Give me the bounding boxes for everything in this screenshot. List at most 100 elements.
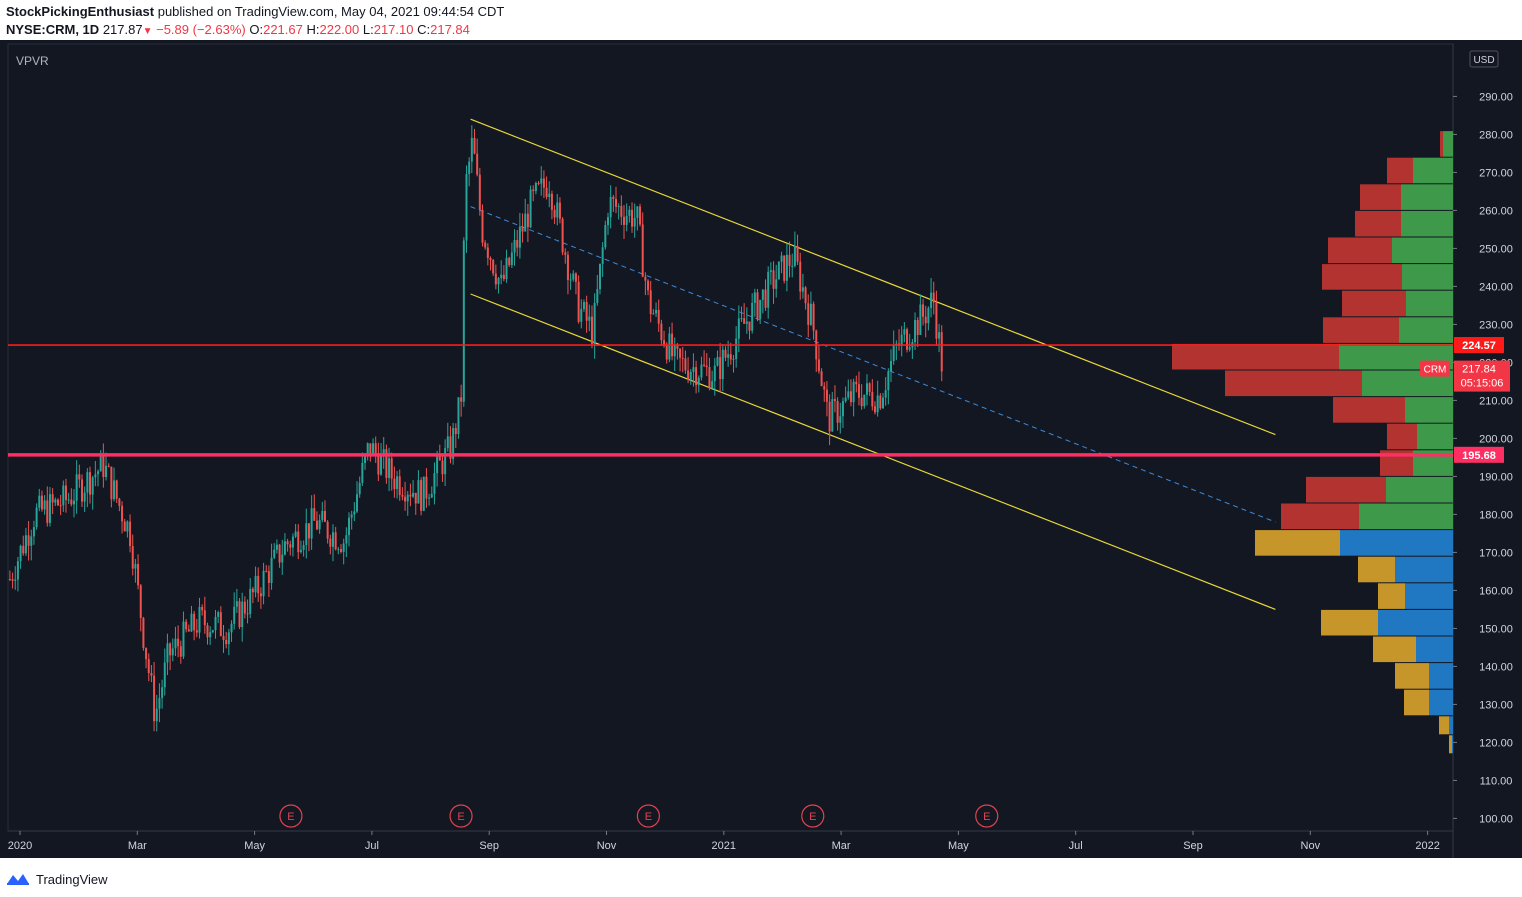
vp-bar-up [1386, 476, 1453, 503]
candle-body [51, 494, 54, 503]
candle-body [545, 187, 548, 198]
candle-body [169, 643, 172, 656]
candle-body [631, 209, 634, 227]
vp-bar-up [1452, 735, 1453, 754]
candle-body [492, 260, 495, 274]
y-tick-label: 210.00 [1479, 395, 1513, 407]
vp-bar-down [1378, 583, 1405, 609]
levels-group[interactable]: 224.57 195.68 [8, 337, 1504, 463]
candles-group[interactable] [8, 125, 943, 732]
candle-body [225, 640, 228, 645]
tradingview-logo-icon[interactable] [6, 872, 30, 886]
candle-body [62, 485, 65, 506]
vp-bar-up [1401, 210, 1453, 237]
x-tick-label: 2020 [8, 840, 32, 852]
y-tick-label: 270.00 [1479, 167, 1513, 179]
vp-bar-down [1387, 423, 1417, 450]
channel-group[interactable] [470, 118, 1276, 610]
candle-body [241, 601, 244, 628]
candle-body [190, 613, 193, 632]
candle-body [166, 643, 169, 663]
candle-body [377, 454, 380, 475]
candle-body [919, 304, 922, 335]
candle-body [542, 178, 545, 188]
indicator-label[interactable]: VPVR [16, 54, 49, 68]
candle-body [214, 616, 217, 631]
candle-body [863, 394, 866, 407]
low-value: 217.10 [373, 22, 414, 37]
candle-body [628, 209, 631, 216]
vp-bar-up [1405, 583, 1453, 609]
vp-bar-down [1306, 476, 1386, 503]
candle-body [892, 345, 895, 362]
candle-body [665, 345, 668, 360]
candle-body [339, 549, 342, 552]
candle-body [382, 449, 385, 455]
candle-body [409, 494, 412, 497]
price-axis[interactable]: 100.00 110.00 120.00 130.00 140.00 150.00 160.… [1453, 91, 1513, 825]
candle-body [267, 571, 270, 583]
candle-body [198, 606, 201, 633]
candle-body [94, 474, 97, 478]
candle-body [684, 358, 687, 371]
candle-body [452, 428, 455, 459]
level-label-box [1454, 337, 1504, 354]
vp-bar-down [1255, 530, 1340, 556]
candle-body [524, 213, 527, 232]
candle-body [580, 309, 583, 322]
candle-body [748, 321, 751, 331]
candle-body [673, 344, 676, 357]
candle-body [615, 198, 618, 207]
vp-bar-down [1172, 343, 1339, 370]
y-tick-label: 180.00 [1479, 509, 1513, 521]
x-tick-label: Jul [365, 840, 379, 852]
candle-body [185, 621, 188, 630]
vp-bar-up [1401, 184, 1453, 210]
candle-body [235, 601, 238, 607]
candle-body [270, 557, 273, 583]
y-tick-label: 280.00 [1479, 129, 1513, 141]
footer-brand[interactable]: TradingView [36, 871, 108, 887]
candle-body [22, 545, 25, 554]
candle-body [286, 541, 289, 545]
candle-body [110, 466, 113, 500]
time-axis[interactable]: 2020 Mar May Jul Sep Nov 2021 Mar May Jul Sep Nov 20… [8, 831, 1440, 852]
earnings-marker-label: E [457, 811, 464, 823]
candle-body [462, 240, 465, 402]
candle-body [307, 523, 310, 539]
vp-bar-down [1449, 735, 1452, 754]
candle-body [366, 443, 369, 455]
x-tick-label: Mar [832, 840, 851, 852]
candle-body [532, 189, 535, 192]
vp-bar-down [1322, 264, 1402, 290]
last-price: 217.87 [102, 22, 143, 37]
candle-body [297, 531, 300, 553]
candle-body [793, 246, 796, 266]
vp-bar-down [1373, 636, 1416, 663]
vp-bar-up [1359, 503, 1453, 530]
candle-body [777, 261, 780, 280]
chart-area[interactable]: 224.57 195.68 100.00 110.00 120.00 130.00 140… [0, 40, 1522, 858]
channel-lower-line [470, 293, 1276, 610]
candle-body [150, 673, 153, 676]
vp-bar-down [1439, 716, 1449, 735]
volume-profile-group[interactable] [1172, 131, 1453, 754]
candle-body [441, 460, 444, 475]
candle-body [922, 304, 925, 317]
candle-body [825, 389, 828, 402]
candle-body [550, 193, 553, 210]
candle-body [537, 183, 540, 185]
chart-svg[interactable]: 224.57 195.68 100.00 110.00 120.00 130.00 140… [0, 40, 1522, 858]
candle-body [78, 474, 81, 480]
candle-body [331, 532, 334, 547]
candle-body [735, 338, 738, 359]
y-tick-label: 150.00 [1479, 623, 1513, 635]
y-tick-label: 240.00 [1479, 281, 1513, 293]
publish-date-text: published on TradingView.com, May 04, 20… [157, 4, 505, 19]
candle-body [145, 647, 148, 660]
candle-body [369, 443, 372, 455]
author-name[interactable]: StockPickingEnthusiast [6, 4, 155, 19]
candle-body [558, 202, 561, 219]
currency-badge[interactable]: USD [1469, 50, 1499, 68]
